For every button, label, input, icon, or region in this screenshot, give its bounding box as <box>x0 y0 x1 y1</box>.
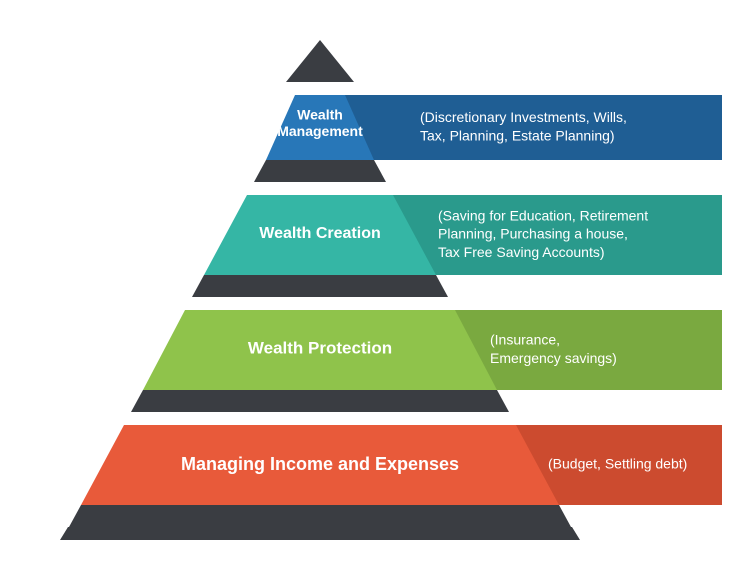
svg-text:Emergency savings): Emergency savings) <box>490 350 617 366</box>
svg-text:(Insurance,: (Insurance, <box>490 332 560 348</box>
svg-text:Tax, Planning, Estate Planning: Tax, Planning, Estate Planning) <box>420 127 615 143</box>
pyramid-infographic: WealthManagement Wealth Creation Wealth Pr… <box>0 0 750 566</box>
svg-text:Tax Free Saving Accounts): Tax Free Saving Accounts) <box>438 244 605 260</box>
pyramid-shelf-managing-income-expenses <box>69 505 571 527</box>
level-title-managing-income-expenses: Managing Income and Expenses <box>181 454 459 474</box>
svg-text:Wealth Creation: Wealth Creation <box>259 225 381 242</box>
level-title-wealth-protection: Wealth Protection <box>248 338 392 357</box>
level-desc-managing-income-expenses: (Budget, Settling debt) <box>548 456 687 472</box>
svg-text:Wealth: Wealth <box>297 107 343 123</box>
pyramid-shelf-wealth-management <box>254 160 386 182</box>
svg-text:Wealth Protection: Wealth Protection <box>248 338 392 357</box>
level-title-wealth-creation: Wealth Creation <box>259 225 381 242</box>
svg-text:(Saving for Education, Retirem: (Saving for Education, Retirement <box>438 208 648 224</box>
pyramid-shelf-wealth-protection <box>131 390 509 412</box>
pyramid-cap-bottom <box>60 527 580 540</box>
svg-text:Managing Income and Expenses: Managing Income and Expenses <box>181 454 459 474</box>
svg-text:(Discretionary Investments, Wi: (Discretionary Investments, Wills, <box>420 109 627 125</box>
svg-text:Management: Management <box>277 123 363 139</box>
pyramid-shelf-wealth-creation <box>192 275 448 297</box>
svg-text:Planning, Purchasing a house,: Planning, Purchasing a house, <box>438 226 628 242</box>
svg-text:(Budget, Settling debt): (Budget, Settling debt) <box>548 456 687 472</box>
